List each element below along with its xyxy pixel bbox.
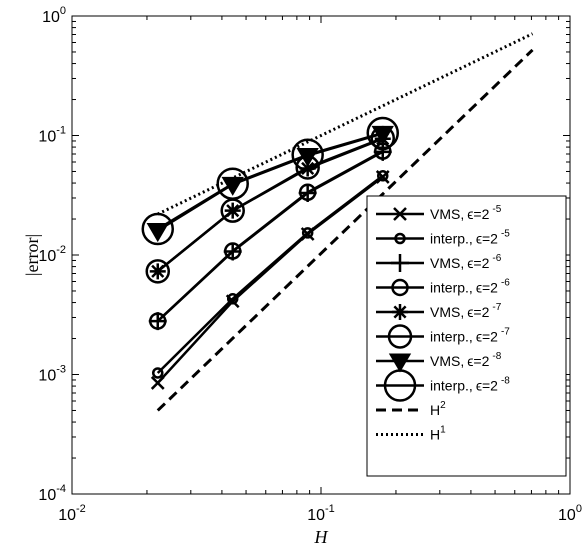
series-1-point [150,376,165,390]
series-4-line [156,150,384,322]
legend-label: interp., ϵ=2 -7 [430,327,510,345]
plot-marks [141,32,534,412]
legend: VMS, ϵ=2 -5 interp., ϵ=2 -5 VMS, ϵ=2 -6 interp., ϵ… [366,195,567,477]
series-9 [156,48,534,412]
legend-label: interp., ϵ=2 -5 [430,229,510,247]
series-8-point [216,167,249,200]
x-axis-label: H [314,527,329,547]
legend-entry: VMS, ϵ=2 -6 [376,253,502,272]
series-3-point [148,312,167,331]
series-2-point [226,293,239,305]
y-tick-label: 10-3 [38,364,66,385]
legend-marker [391,254,409,272]
series-4-point [298,183,317,202]
series-6-line [156,136,384,273]
legend-marker [393,207,407,221]
legend-entry: H1 [376,425,446,443]
legend-label: interp., ϵ=2 -8 [430,376,510,394]
x-tick-label: 100 [558,503,582,524]
legend-entry: interp., ϵ=2 -8 [376,369,510,402]
y-tick-label: 10-4 [38,483,66,504]
series-2 [152,170,389,379]
legend-entry: VMS, ϵ=2 -8 [376,351,502,373]
legend-label: VMS, ϵ=2 -7 [430,302,502,320]
legend-label: H1 [430,425,446,443]
legend-entry: interp., ϵ=2 -5 [376,229,510,247]
series-7-point [146,223,169,243]
series-10 [157,32,534,216]
series-8-point [366,116,399,150]
legend-entry: VMS, ϵ=2 -7 [376,302,502,320]
series-4-point [223,242,242,260]
series-8 [141,116,399,246]
series-4-point [149,312,167,330]
series-4 [149,142,392,330]
y-tick-label: 100 [42,5,66,26]
legend-marker [394,232,406,245]
legend-marker [392,304,408,320]
series-2-point [152,367,164,379]
series-10-line [157,32,534,216]
axis-ticks: 10-2 10-1 100 10-4 10-3 10-2 10-1 100 [38,5,582,524]
y-axis-label: |error| [22,234,42,276]
legend-entry: interp., ϵ=2 -6 [376,278,510,297]
series-9-line [156,48,534,412]
series-8-line [157,131,384,231]
series-6-point [145,259,171,284]
series-2-point [301,227,314,239]
legend-label: H2 [430,400,446,418]
series-2-point [376,170,389,182]
y-tick-label: 10-2 [38,244,66,265]
legend-entry: VMS, ϵ=2 -5 [376,204,502,222]
legend-marker [383,369,417,402]
x-tick-label: 10-2 [58,503,86,524]
series-2-line [156,174,384,374]
legend-marker [391,278,409,297]
legend-label: VMS, ϵ=2 -6 [430,253,502,271]
x-tick-label: 10-1 [307,503,335,524]
series-8-point [291,138,324,172]
legend-marker [387,324,413,349]
legend-entry: H2 [376,400,446,418]
y-tick-label: 10-1 [38,125,66,146]
legend-label: VMS, ϵ=2 -5 [430,204,502,222]
legend-label: interp., ϵ=2 -6 [430,278,510,296]
legend-label: VMS, ϵ=2 -8 [430,351,502,369]
legend-marker [388,353,412,373]
legend-entry: interp., ϵ=2 -7 [376,324,510,349]
